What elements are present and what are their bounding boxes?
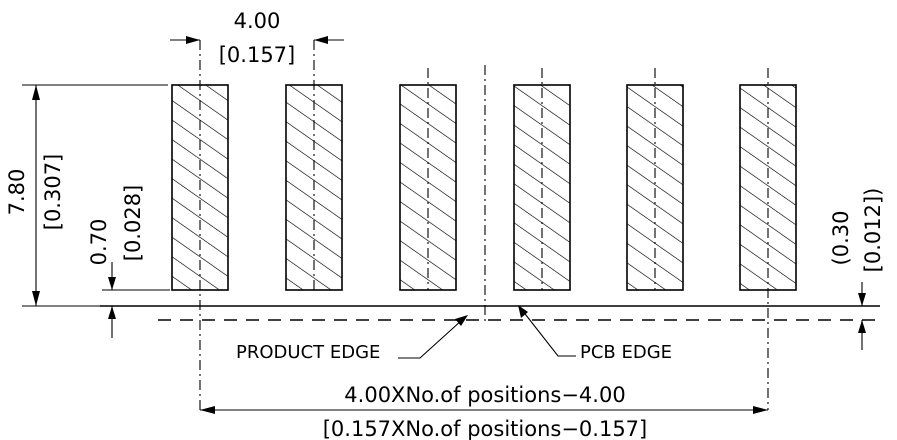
- pad-group: [171, 84, 797, 291]
- pitch-dimension: 4.00 [0.157]: [170, 9, 344, 67]
- edge-gap-mm-label: (0.30: [829, 211, 853, 266]
- pitch-mm-label: 4.00: [234, 9, 281, 33]
- pad-offset-dimension: 0.70 [0.028]: [87, 185, 170, 338]
- pcb-edge-label: PCB EDGE: [580, 342, 672, 363]
- overall-mm-label: 4.00XNo.of positions−4.00: [344, 383, 625, 407]
- pitch-inch-label: [0.157]: [219, 43, 296, 67]
- edge-gap-inch-label: [0.012]): [861, 188, 885, 273]
- overall-dimension: 4.00XNo.of positions−4.00 [0.157XNo.of p…: [200, 383, 768, 440]
- pcb-edge-callout: PCB EDGE: [518, 305, 672, 363]
- pad-offset-inch-label: [0.028]: [121, 185, 145, 262]
- pad-3: [399, 84, 457, 291]
- pad-length-inch-label: [0.307]: [41, 154, 65, 231]
- edge-gap-dimension: (0.30 [0.012]): [829, 188, 885, 350]
- pad-length-dimension: 7.80 [0.307]: [5, 84, 168, 307]
- pad-centerlines: [199, 40, 769, 410]
- pad-offset-mm-label: 0.70: [87, 219, 111, 266]
- overall-inch-label: [0.157XNo.of positions−0.157]: [323, 417, 648, 440]
- product-edge-callout: PRODUCT EDGE: [236, 315, 468, 363]
- pad-length-mm-label: 7.80: [5, 169, 29, 216]
- product-edge-label: PRODUCT EDGE: [236, 342, 380, 363]
